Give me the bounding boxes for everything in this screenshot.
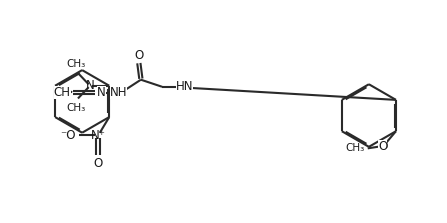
Text: O: O — [378, 140, 388, 153]
Text: ⁻O: ⁻O — [60, 129, 76, 142]
Text: CH₃: CH₃ — [66, 59, 85, 69]
Text: O: O — [93, 157, 103, 170]
Text: NH: NH — [110, 86, 127, 99]
Text: O: O — [134, 49, 143, 62]
Text: HN: HN — [176, 80, 193, 93]
Text: CH: CH — [54, 86, 71, 99]
Text: O: O — [378, 140, 388, 153]
Text: CH: CH — [54, 86, 71, 99]
Text: CH₃: CH₃ — [346, 143, 365, 153]
Text: HN: HN — [176, 80, 193, 93]
Text: CH₃: CH₃ — [66, 103, 85, 113]
Text: NH: NH — [110, 86, 127, 99]
Text: N: N — [86, 79, 94, 92]
Text: N: N — [97, 86, 106, 99]
Text: N⁺: N⁺ — [91, 129, 105, 142]
Text: N: N — [97, 86, 106, 99]
